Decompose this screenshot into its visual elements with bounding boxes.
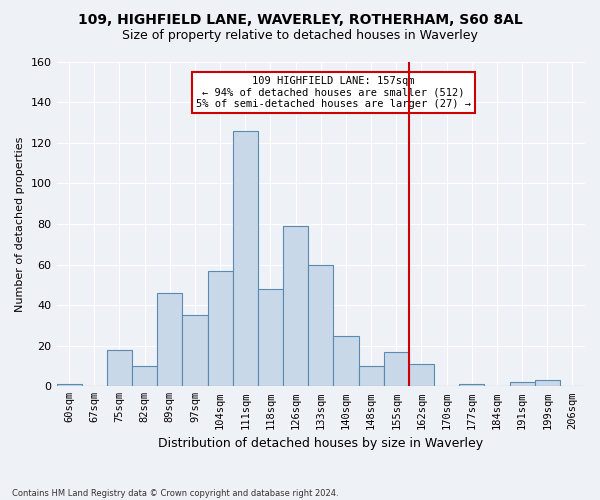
Bar	[535, 380, 560, 386]
Bar	[334, 336, 359, 386]
Bar	[509, 382, 535, 386]
Bar	[359, 366, 383, 386]
Bar	[132, 366, 157, 386]
Y-axis label: Number of detached properties: Number of detached properties	[15, 136, 25, 312]
Bar	[459, 384, 484, 386]
Bar	[308, 264, 334, 386]
Text: 109, HIGHFIELD LANE, WAVERLEY, ROTHERHAM, S60 8AL: 109, HIGHFIELD LANE, WAVERLEY, ROTHERHAM…	[77, 12, 523, 26]
X-axis label: Distribution of detached houses by size in Waverley: Distribution of detached houses by size …	[158, 437, 484, 450]
Bar	[208, 270, 233, 386]
Text: Size of property relative to detached houses in Waverley: Size of property relative to detached ho…	[122, 29, 478, 42]
Bar	[258, 289, 283, 386]
Bar	[283, 226, 308, 386]
Bar	[56, 384, 82, 386]
Bar	[409, 364, 434, 386]
Bar	[233, 130, 258, 386]
Bar	[182, 316, 208, 386]
Bar	[107, 350, 132, 387]
Text: Contains HM Land Registry data © Crown copyright and database right 2024.: Contains HM Land Registry data © Crown c…	[12, 488, 338, 498]
Text: 109 HIGHFIELD LANE: 157sqm
← 94% of detached houses are smaller (512)
5% of semi: 109 HIGHFIELD LANE: 157sqm ← 94% of deta…	[196, 76, 471, 109]
Bar	[383, 352, 409, 386]
Bar	[157, 293, 182, 386]
